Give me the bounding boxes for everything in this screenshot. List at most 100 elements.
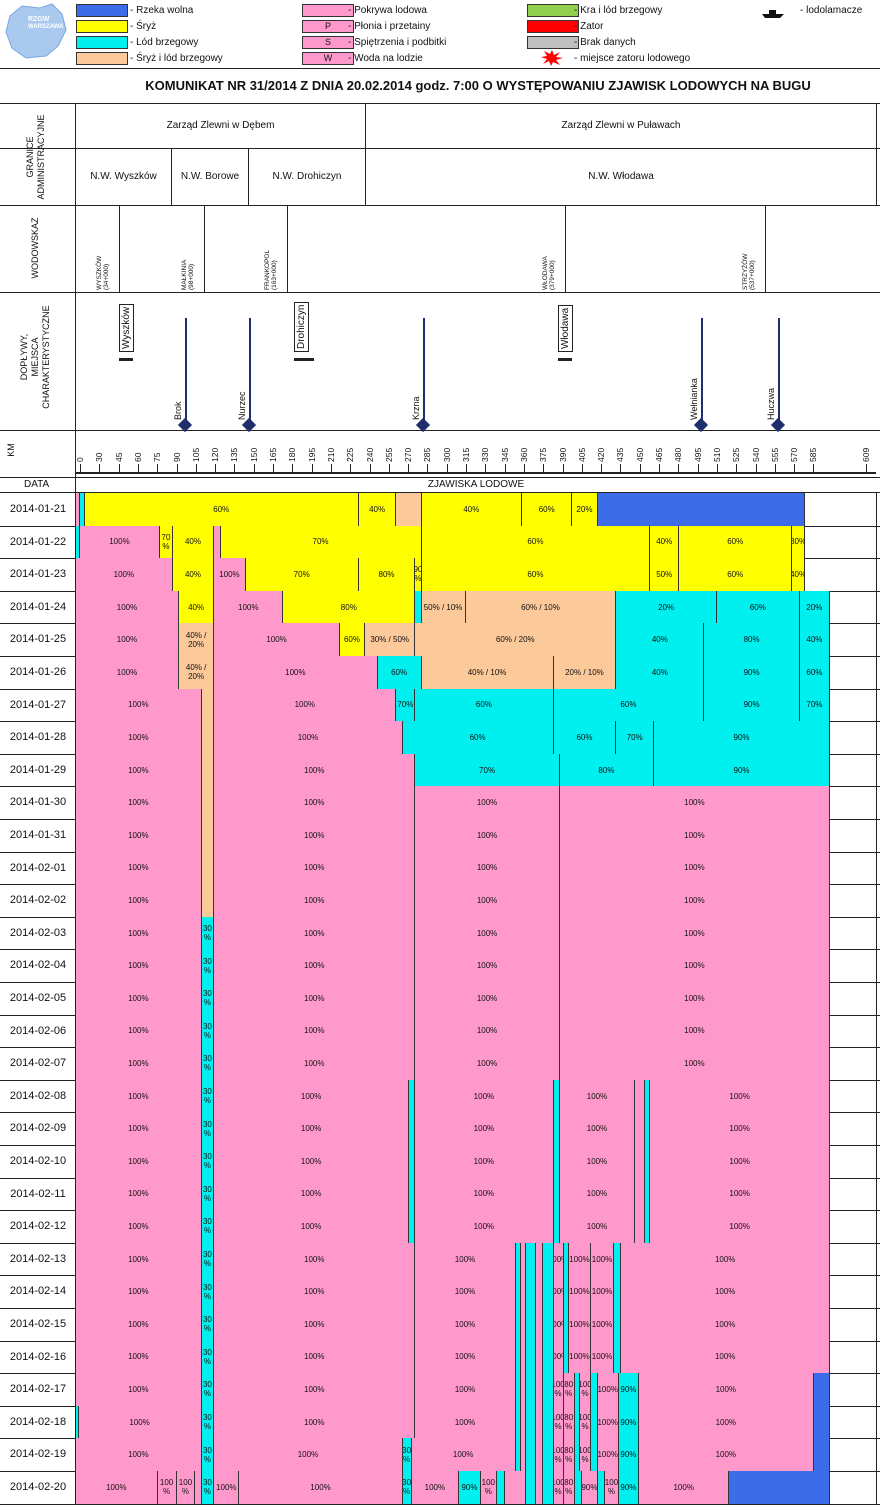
ice-segment: 30 %	[201, 1210, 215, 1243]
ice-segment: 60%	[716, 590, 800, 624]
ice-segment: 100%	[559, 1014, 830, 1048]
ice-segment: 100%	[214, 851, 416, 885]
ice-segment: 90%	[654, 753, 830, 787]
ice-segment: 100%	[559, 1112, 636, 1145]
ice-segment: 100%	[559, 786, 830, 819]
ice-segment: 100%	[650, 1079, 830, 1113]
ice-segment: 90 %	[415, 558, 422, 591]
place-wyszkow: Wyszków	[119, 303, 134, 352]
ice-segment	[613, 1275, 622, 1308]
ice-segment: 100%	[415, 1177, 554, 1211]
place-marker	[119, 358, 133, 361]
ice-segment: 90%	[459, 1471, 481, 1504]
ice-segment	[591, 1405, 598, 1439]
ice-segment: 100%	[76, 1014, 202, 1048]
ice-segment	[409, 1112, 416, 1145]
ice-segment	[729, 1471, 830, 1504]
ice-segment: 90%	[618, 1405, 639, 1439]
ice-segment: 100%	[559, 949, 830, 982]
ice-segment: 40% / 20%	[179, 656, 215, 689]
ice-segment: 100%	[214, 1308, 416, 1341]
ice-segment: 70%	[220, 525, 422, 559]
date-column-line	[75, 493, 76, 1504]
ice-segment: 100%	[214, 819, 416, 852]
ice-segment: 100%	[559, 884, 830, 917]
km-tick	[813, 464, 815, 472]
ice-segment: 100%	[415, 884, 560, 917]
ice-segment: 100 %	[157, 1471, 177, 1504]
ice-segment	[525, 1471, 536, 1504]
nw-borowe: N.W. Borowe	[180, 171, 240, 182]
ice-segment: 100%	[214, 1340, 416, 1374]
ice-segment	[543, 1275, 554, 1308]
ice-segment: 100%	[415, 1112, 554, 1145]
km-tick	[292, 464, 294, 472]
km-tick	[523, 464, 525, 472]
km-tick	[866, 464, 867, 472]
ice-segment	[574, 1373, 580, 1406]
legend-label: - Śryż	[130, 21, 157, 32]
km-tick-label: 180	[287, 447, 298, 462]
ice-segment: 100%	[411, 1438, 516, 1471]
tributary-label: Nurzec	[237, 391, 247, 420]
km-tick-label: 360	[518, 447, 529, 462]
ice-segment: 90%	[654, 721, 830, 754]
km-tick	[446, 464, 448, 472]
ice-segment	[201, 688, 215, 722]
legend-swatch	[527, 20, 579, 33]
ice-segment: 30 %	[201, 1014, 215, 1048]
ice-segment	[525, 1438, 536, 1471]
ice-segment: 100%	[591, 1275, 614, 1308]
row-date: 2014-01-26	[9, 666, 67, 678]
km-tick	[215, 464, 217, 472]
km-tick-label: 270	[403, 447, 414, 462]
logo-shape	[5, 3, 67, 59]
ice-segment: 100%	[214, 1112, 409, 1145]
ice-segment: 80%	[559, 753, 655, 787]
ice-segment: 100%	[638, 1373, 814, 1406]
ice-segment: 100%	[415, 982, 560, 1015]
ice-segment	[504, 1471, 526, 1504]
ice-segment: 70%	[245, 558, 359, 591]
grid-line	[0, 477, 880, 478]
ice-segment: 30 %	[201, 1275, 215, 1308]
ice-segment: 30 %	[201, 1112, 215, 1145]
ice-segment: 100%	[559, 1210, 636, 1243]
ice-segment	[201, 753, 215, 787]
ice-segment	[591, 1438, 598, 1471]
ice-segment	[635, 1177, 646, 1211]
ice-segment: 100%	[621, 1242, 830, 1276]
row-date: 2014-01-22	[9, 535, 67, 548]
ice-segment	[201, 721, 215, 754]
ice-segment	[201, 851, 215, 885]
ice-segment: 40%	[358, 493, 397, 526]
ice-segment: 100%	[568, 1242, 592, 1276]
legend-label: - Brak danych	[574, 37, 636, 48]
ice-segment: 30 %	[201, 1308, 215, 1341]
ice-segment: 20%	[799, 590, 830, 624]
km-tick-label: 45	[113, 452, 124, 462]
ice-segment	[553, 1079, 560, 1113]
km-tick-label: 225	[345, 447, 356, 462]
ice-segment: 100%	[650, 1112, 830, 1145]
grid-line	[248, 148, 249, 205]
legend-label: - Spiętrzenia i podbitki	[348, 37, 447, 48]
ice-segment: 100%	[76, 786, 202, 819]
ice-segment: 90%	[704, 656, 800, 689]
ice-segment: 100%	[214, 884, 416, 917]
grid-line	[0, 492, 880, 493]
ice-segment	[535, 1308, 544, 1341]
ice-segment: 100%	[638, 1471, 730, 1504]
row-date: 2014-02-13	[9, 1252, 67, 1265]
ice-segment	[543, 1438, 554, 1471]
tributary-line	[778, 318, 780, 426]
ice-segment	[201, 786, 215, 819]
ice-segment	[635, 1210, 646, 1243]
ice-segment: 100%	[553, 1275, 564, 1308]
ice-segment: 90%	[618, 1373, 639, 1406]
zarzad-debe: Zarząd Zlewni w Dębem	[166, 120, 275, 131]
ice-segment: 100%	[214, 1405, 416, 1439]
row-date: 2014-01-24	[9, 600, 67, 613]
ice-segment: 100 %	[579, 1405, 592, 1439]
ice-segment	[613, 1340, 622, 1374]
